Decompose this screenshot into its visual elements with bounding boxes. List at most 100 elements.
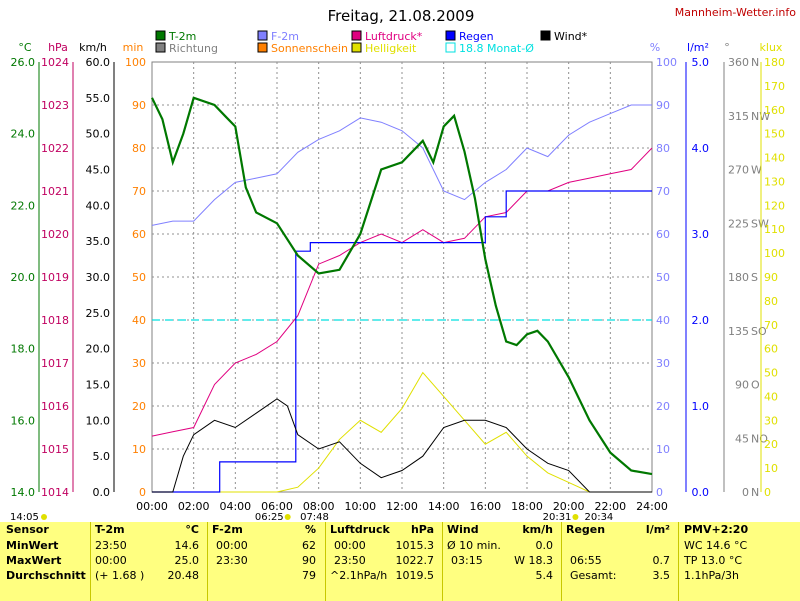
stats-label-avg: Durchschnitt xyxy=(6,569,86,582)
direction-axis-tick: 45 xyxy=(735,432,749,445)
lux-axis-tick: 0 xyxy=(764,486,771,499)
lux-axis-unit: klux xyxy=(760,41,783,54)
lux-axis-tick: 160 xyxy=(764,104,785,117)
legend-swatch xyxy=(257,42,268,53)
lux-axis-tick: 70 xyxy=(764,319,778,332)
stats-wind-max: W 18.3 xyxy=(514,554,553,567)
lux-axis-tick: 110 xyxy=(764,223,785,236)
sunset-label: 20:31 xyxy=(543,512,572,522)
pressure-axis-tick: 1016 xyxy=(41,400,69,413)
moonset-label: 14:05 xyxy=(10,512,39,522)
rain-axis-tick: 2.0 xyxy=(692,314,710,327)
humidity-axis-tick: 30 xyxy=(656,357,670,370)
sun-axis-unit: min xyxy=(123,41,144,54)
lux-axis-tick: 100 xyxy=(764,247,785,260)
stats-pmv-title: PMV+2:20 xyxy=(684,523,749,536)
lux-axis-tick: 50 xyxy=(764,367,778,380)
sun-axis-tick: 50 xyxy=(132,271,146,284)
site-link[interactable]: Mannheim-Wetter.info xyxy=(675,6,797,19)
stats-hum-min: 62 xyxy=(302,539,316,552)
direction-compass-tick: N xyxy=(751,56,759,69)
temp-axis-tick: 16.0 xyxy=(11,414,36,427)
moon-icon xyxy=(41,514,47,520)
lux-axis-tick: 120 xyxy=(764,199,785,212)
sun-axis-tick: 10 xyxy=(132,443,146,456)
stats-hum-column: F-2m% 00:00 62 23:30 90 79 xyxy=(212,522,320,601)
twilight-evening-label: 20:34 xyxy=(584,512,613,522)
humidity-axis-unit: % xyxy=(650,41,660,54)
pressure-axis-tick: 1022 xyxy=(41,142,69,155)
humidity-axis-tick: 70 xyxy=(656,185,670,198)
direction-axis-tick: 315 xyxy=(728,110,749,123)
direction-compass-tick: N xyxy=(751,486,759,499)
stats-rain-unit: l/m² xyxy=(645,523,670,536)
stats-hum-max: 90 xyxy=(302,554,316,567)
lux-axis-tick: 130 xyxy=(764,175,785,188)
temp-axis-tick: 26.0 xyxy=(11,56,36,69)
wind-axis-tick: 0.0 xyxy=(93,486,111,499)
time-tick: 18:00 xyxy=(511,500,543,513)
lux-axis-tick: 150 xyxy=(764,128,785,141)
pressure-axis-tick: 1018 xyxy=(41,314,69,327)
sun-axis-tick: 80 xyxy=(132,142,146,155)
twilight-morning-label: 07:48 xyxy=(300,512,329,522)
stats-hum-avg: 79 xyxy=(302,569,316,582)
legend-label: Sonnenschein xyxy=(271,42,348,55)
time-tick: 06:00 xyxy=(261,500,293,513)
legend-label: Helligkeit xyxy=(365,42,417,55)
stats-label-max: MaxWert xyxy=(6,554,62,567)
direction-axis-tick: 180 xyxy=(728,271,749,284)
chart-marks: 14:05 06:25 07:48 20:31 20:34 xyxy=(10,96,653,522)
axes: °C14.016.018.020.022.024.026.0hPa1014101… xyxy=(11,41,786,513)
rain-axis-tick: 1.0 xyxy=(692,400,710,413)
series-temperature-line xyxy=(151,96,653,476)
direction-compass-tick: S xyxy=(751,271,758,284)
temp-axis-tick: 18.0 xyxy=(11,343,36,356)
sun-axis-tick: 70 xyxy=(132,185,146,198)
wind-axis-tick: 50.0 xyxy=(86,128,111,141)
stats-rain-total: 3.5 xyxy=(652,569,671,582)
temp-axis-tick: 24.0 xyxy=(11,128,36,141)
time-tick: 12:00 xyxy=(386,500,418,513)
legend-swatch xyxy=(445,42,456,53)
stats-pmv-trend: 1.1hPa/3h xyxy=(684,569,740,582)
temp-axis-tick: 22.0 xyxy=(11,199,36,212)
stats-rain-max-time: 06:55 xyxy=(570,554,602,567)
humidity-axis-tick: 80 xyxy=(656,142,670,155)
wind-axis-tick: 25.0 xyxy=(86,307,111,320)
stats-temp-unit: °C xyxy=(185,523,199,536)
wind-axis-tick: 20.0 xyxy=(86,343,111,356)
humidity-axis-tick: 10 xyxy=(656,443,670,456)
direction-compass-tick: SW xyxy=(751,217,769,230)
stats-sensor-column: Sensor MinWert MaxWert Durchschnitt xyxy=(6,522,90,601)
time-tick: 10:00 xyxy=(344,500,376,513)
legend-label: Regen xyxy=(459,30,494,43)
sunset-icon xyxy=(572,514,579,520)
direction-axis-tick: 360 xyxy=(728,56,749,69)
direction-compass-tick: SO xyxy=(751,325,767,338)
legend-swatch xyxy=(351,30,362,41)
stats-press-min: 1015.3 xyxy=(395,539,435,552)
stats-pmv-tp: TP 13.0 °C xyxy=(684,554,743,567)
stats-wind-title: Wind xyxy=(447,523,479,536)
lux-axis-tick: 60 xyxy=(764,343,778,356)
stats-temp-min: 14.6 xyxy=(174,539,200,552)
stats-press-min-time: 00:00 xyxy=(334,539,366,552)
direction-compass-tick: W xyxy=(751,164,762,177)
wind-axis-tick: 5.0 xyxy=(93,450,111,463)
lux-axis-tick: 170 xyxy=(764,80,785,93)
sun-axis-tick: 100 xyxy=(125,56,146,69)
stats-press-title: Luftdruck xyxy=(330,523,390,536)
stats-rain-title: Regen xyxy=(566,523,606,536)
stats-label-min: MinWert xyxy=(6,539,59,552)
pressure-axis-tick: 1023 xyxy=(41,99,69,112)
lux-axis-tick: 10 xyxy=(764,462,778,475)
legend-label: Richtung xyxy=(169,42,218,55)
stats-press-avg: 1019.5 xyxy=(395,569,435,582)
stats-hum-title: F-2m xyxy=(212,523,243,536)
stats-wind-column: Wind km/h Ø 10 min. 0.0 03:15 W 18.3 5.4 xyxy=(447,522,557,601)
rain-axis-tick: 5.0 xyxy=(692,56,710,69)
stats-wind-current: 0.0 xyxy=(535,539,554,552)
humidity-axis-tick: 0 xyxy=(656,486,663,499)
wind-axis-tick: 15.0 xyxy=(86,379,111,392)
